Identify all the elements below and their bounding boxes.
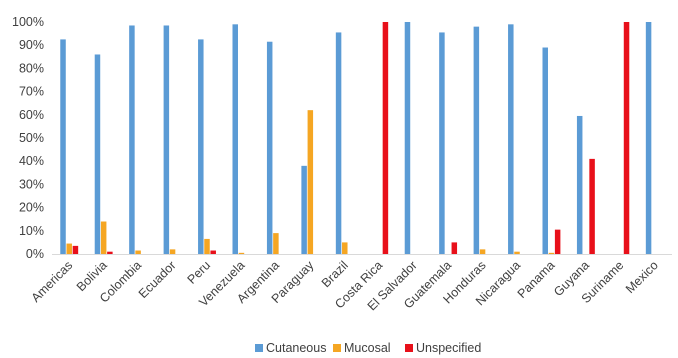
bar-mucosal-paraguay — [307, 110, 314, 254]
bar-unspecified-costa-rica — [382, 22, 389, 254]
bar-mucosal-ecuador — [169, 249, 176, 254]
x-tick-label: Panama — [515, 258, 558, 301]
bar-mucosal-panama — [548, 252, 555, 254]
bars — [60, 22, 652, 255]
bar-cutaneous-nicaragua — [508, 24, 514, 254]
y-tick-label: 50% — [19, 131, 44, 145]
bar-cutaneous-honduras — [473, 26, 480, 254]
y-tick-label: 30% — [19, 177, 44, 191]
bar-cutaneous-ecuador — [163, 25, 170, 255]
y-tick-label: 10% — [19, 224, 44, 238]
legend: Cutaneous Mucosal Unspecified — [255, 341, 481, 355]
y-tick-label: 90% — [19, 38, 44, 52]
y-tick-label: 80% — [19, 61, 44, 75]
bar-cutaneous-americas — [60, 39, 66, 255]
bar-cutaneous-peru — [198, 39, 204, 255]
bar-cutaneous-guatemala — [439, 32, 445, 254]
legend-label-cutaneous: Cutaneous — [266, 341, 326, 355]
bar-unspecified-peru — [210, 250, 216, 254]
bar-unspecified-guatemala — [451, 242, 458, 254]
legend-label-mucosal: Mucosal — [344, 341, 391, 355]
bar-cutaneous-paraguay — [301, 165, 307, 254]
bar-cutaneous-argentina — [266, 41, 273, 254]
bar-cutaneous-brazil — [335, 32, 342, 254]
bar-cutaneous-panama — [542, 47, 548, 254]
bar-mucosal-honduras — [479, 249, 486, 254]
x-tick-label: Peru — [185, 258, 214, 287]
legend-swatch-unspecified — [405, 344, 413, 352]
x-tick-label: Mexico — [623, 258, 661, 296]
bar-cutaneous-el-salvador — [404, 22, 411, 254]
x-tick-label: Ecuador — [136, 258, 179, 301]
bar-mucosal-brazil — [342, 242, 348, 254]
legend-swatch-cutaneous — [255, 344, 263, 352]
legend-label-unspecified: Unspecified — [416, 341, 481, 355]
bar-cutaneous-mexico — [645, 22, 652, 254]
bar-mucosal-venezuela — [238, 252, 245, 254]
y-tick-label: 20% — [19, 201, 44, 215]
bar-mucosal-argentina — [273, 233, 279, 254]
bar-mucosal-peru — [204, 238, 210, 254]
bar-unspecified-americas — [72, 245, 79, 254]
bar-mucosal-colombia — [135, 250, 141, 254]
legend-swatch-mucosal — [333, 344, 341, 352]
bar-unspecified-bolivia — [107, 251, 113, 254]
bar-cutaneous-bolivia — [94, 54, 101, 255]
bar-unspecified-panama — [554, 229, 561, 254]
bar-cutaneous-colombia — [129, 25, 135, 255]
bar-mucosal-bolivia — [100, 221, 107, 254]
x-tick-label: Brazil — [319, 258, 351, 290]
bar-unspecified-suriname — [623, 22, 630, 254]
bar-cutaneous-venezuela — [232, 24, 238, 254]
y-tick-label: 60% — [19, 108, 44, 122]
y-axis: 0% 10% 20% 30% 40% 50% 60% 70% 80% 90% 100% — [12, 15, 44, 261]
bar-mucosal-americas — [66, 243, 72, 254]
y-tick-label: 70% — [19, 85, 44, 99]
bar-mucosal-nicaragua — [514, 251, 520, 254]
y-tick-label: 100% — [12, 15, 44, 29]
y-tick-label: 40% — [19, 154, 44, 168]
bar-unspecified-guyana — [589, 158, 595, 254]
y-tick-label: 0% — [26, 247, 44, 261]
bar-cutaneous-guyana — [576, 115, 583, 255]
x-tick-label: Americas — [29, 258, 76, 305]
